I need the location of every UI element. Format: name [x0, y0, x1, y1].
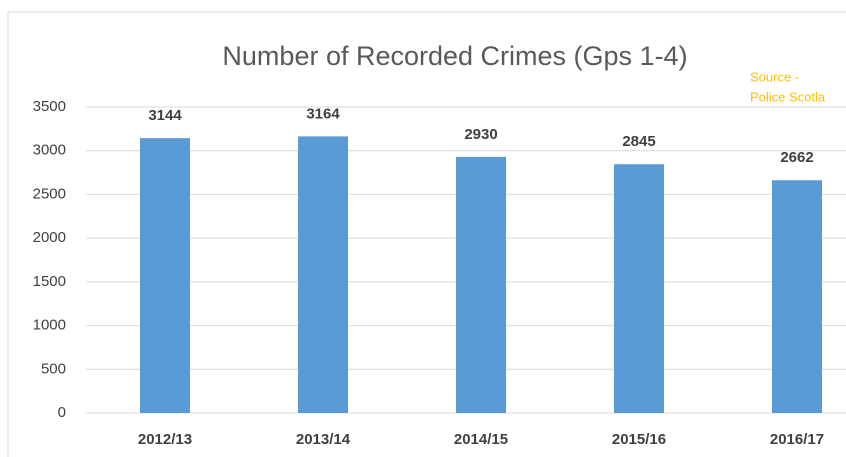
data-label: 2930: [464, 126, 497, 143]
data-label: 2662: [780, 149, 813, 166]
x-tick-label: 2012/13: [138, 431, 192, 448]
bar: [614, 164, 664, 413]
data-label: 2845: [622, 133, 655, 150]
annotation: Police Scotla: [750, 89, 826, 104]
y-tick-label: 1500: [33, 273, 66, 290]
bar: [456, 156, 506, 413]
chart-frame: [7, 11, 846, 457]
y-tick-label: 0: [58, 404, 66, 421]
y-tick-label: 3000: [33, 142, 66, 159]
bar: [298, 136, 348, 413]
chart-title: Number of Recorded Crimes (Gps 1-4): [222, 41, 687, 71]
y-tick-label: 500: [41, 360, 66, 377]
y-tick-label: 3500: [33, 98, 66, 115]
x-tick-label: 2013/14: [296, 431, 351, 448]
y-tick-label: 2500: [33, 185, 66, 202]
annotation: Source -: [750, 69, 799, 84]
x-tick-label: 2015/16: [612, 431, 666, 448]
x-tick-label: 2016/17: [770, 431, 824, 448]
y-tick-label: 1000: [33, 317, 66, 334]
y-tick-label: 2000: [33, 229, 66, 246]
data-label: 3164: [306, 105, 340, 122]
bar: [772, 180, 822, 413]
data-label: 3144: [148, 107, 182, 124]
bar: [140, 138, 190, 413]
x-tick-label: 2014/15: [454, 431, 508, 448]
